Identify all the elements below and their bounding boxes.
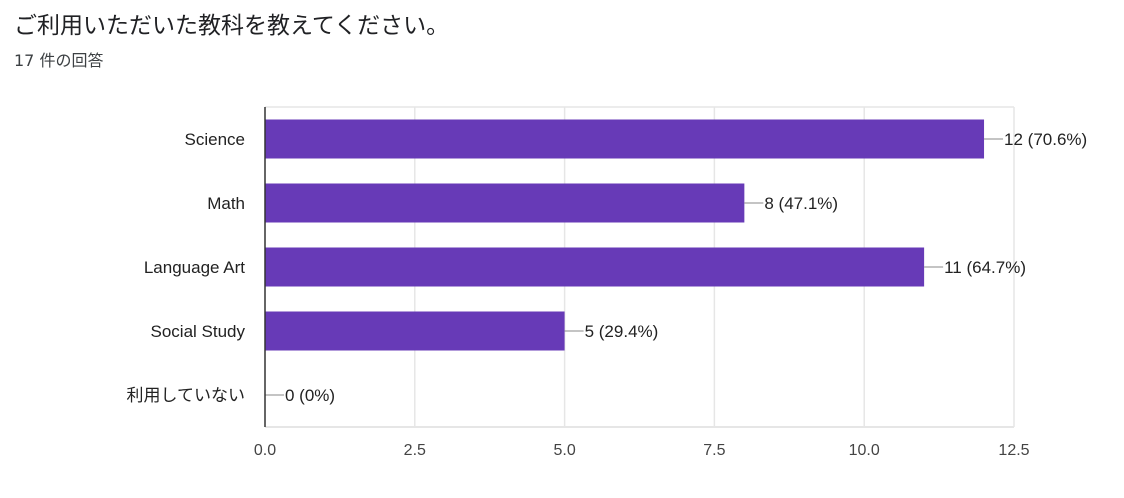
data-label: 5 (29.4%) xyxy=(585,322,659,341)
category-label: Social Study xyxy=(151,322,246,341)
response-count: 17 件の回答 xyxy=(14,51,104,70)
bar xyxy=(265,183,745,223)
x-tick-label: 0.0 xyxy=(254,442,276,459)
category-label: 利用していない xyxy=(127,386,246,405)
data-label: 8 (47.1%) xyxy=(764,194,838,213)
x-tick-label: 2.5 xyxy=(404,442,426,459)
data-label: 12 (70.6%) xyxy=(1004,130,1087,149)
x-tick-label: 10.0 xyxy=(849,442,880,459)
bar xyxy=(265,119,985,159)
bar xyxy=(265,247,925,287)
x-tick-label: 7.5 xyxy=(703,442,725,459)
category-label: Language Art xyxy=(144,258,245,277)
data-label: 0 (0%) xyxy=(285,386,335,405)
data-label: 11 (64.7%) xyxy=(944,258,1026,277)
category-label: Math xyxy=(207,194,245,213)
question-title: ご利用いただいた教科を教えてください。 xyxy=(14,13,450,39)
bar xyxy=(265,311,565,351)
x-tick-label: 12.5 xyxy=(998,442,1029,459)
x-tick-label: 5.0 xyxy=(553,442,575,459)
category-label: Science xyxy=(185,130,245,149)
